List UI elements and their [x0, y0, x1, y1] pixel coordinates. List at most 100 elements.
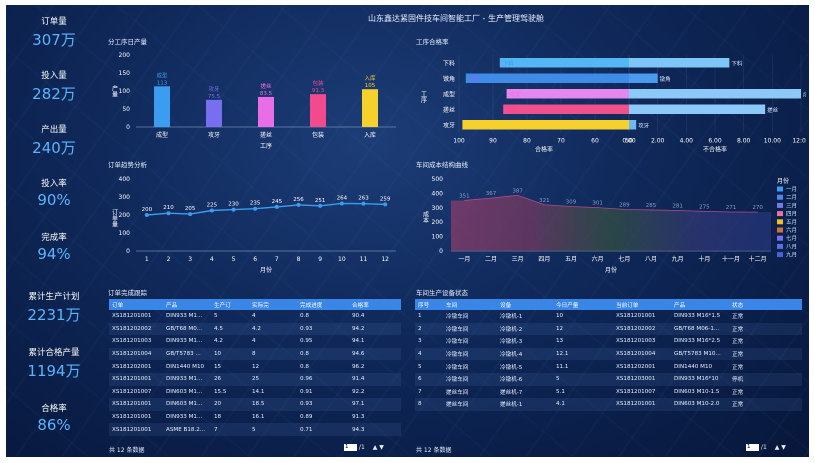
x-tick-label: 十二月 [749, 255, 767, 263]
column-header[interactable]: 产品 [671, 299, 729, 310]
table-row[interactable]: 4 冷镦车间 冷镦机-4 12.1 XS181201004 GB/T5783 M10...… [415, 347, 802, 361]
cost-curve-chart-title: 车间成本结构曲线 [416, 161, 468, 169]
column-header[interactable]: 生产订 [211, 299, 249, 310]
column-header[interactable]: 设备 [497, 299, 553, 310]
x-tick-label: 7 [275, 256, 279, 263]
table-cell: DIN933 M16*1.5 [674, 313, 721, 320]
table-row[interactable]: 7 搓丝车间 搓丝机-7 5.1 XS181201007 DIN603 M10-1.5 正常 [415, 386, 802, 399]
column-header[interactable]: 当前订单 [613, 299, 671, 310]
table-cell: 5.1 [556, 388, 565, 395]
column-header[interactable]: 完成进度 [297, 299, 349, 310]
legend-swatch [777, 202, 783, 208]
table-row[interactable]: XS181201003 DIN933 M1... 4.2 4 0.95 94.1 [109, 335, 401, 348]
cost-area-chart: 500 400 300 200 100 0 成本 351 一月 367 二月 387 三月 321 四月 30… [422, 176, 798, 274]
legend-swatch [777, 211, 783, 217]
x-tick-label: 成型 [156, 131, 168, 139]
x-tick-label: 六月 [592, 255, 604, 263]
cost-value-label: 321 [539, 198, 550, 204]
column-header[interactable]: 车间 [443, 299, 497, 310]
page-input[interactable]: 1 [746, 444, 759, 451]
table-row[interactable]: XS181201004 GB/T5783 ... 10 8 0.8 94.6 [109, 347, 401, 361]
table-cell: 停机 [729, 372, 802, 386]
table-cell: DIN603 M1... [163, 398, 211, 411]
kpi-value: 282万 [32, 85, 76, 103]
table-row[interactable]: 3 冷镦车间 冷镦机-3 13 XS181201003 DIN933 M16*2.5 正常 [415, 335, 802, 348]
table-cell: 冷镦机-3 [500, 339, 523, 346]
legend-item: 一月 [786, 186, 797, 193]
order-table-header: 订单 产品 生产订 实际完 完成进度 合格率 [109, 299, 401, 310]
table-cell: 1 [418, 313, 422, 320]
trend-point [253, 206, 258, 211]
x-tick-label: 6 [253, 256, 257, 263]
x-tick-label: 3 [188, 256, 192, 263]
table-cell: 正常 [732, 389, 744, 396]
y-tick-label: 300 [432, 205, 444, 212]
y-tick-label: 400 [119, 176, 131, 183]
table-cell: XS181201001 [616, 313, 656, 320]
page-arrows[interactable]: ▲ ▼ [774, 444, 786, 451]
page-input[interactable]: 1 [344, 444, 357, 451]
table-row[interactable]: XS181201001 DIN933 M1... 18 16.1 0.89 91.3 [109, 411, 401, 424]
column-header[interactable]: 序号 [415, 299, 443, 310]
table-cell: 冷镦车间 [446, 314, 469, 321]
x-tick-label: 11 [360, 256, 368, 263]
column-header[interactable]: 合格率 [349, 299, 401, 310]
column-header[interactable]: 实际完 [249, 299, 297, 310]
x-tick-label: 4 [210, 256, 214, 263]
table-cell: XS181202002 [613, 322, 671, 336]
table-cell: 0.93 [297, 322, 349, 336]
bar-value-label: 75.5 [208, 94, 221, 100]
kpi-value: 94% [37, 245, 71, 263]
table-row[interactable]: 1 冷镦车间 冷镦机-1 10 XS181201001 DIN933 M16*1.5 正常 [415, 310, 802, 323]
table-cell: XS181202002 [109, 322, 163, 336]
y-axis-label: 产量 [111, 84, 118, 98]
table-cell: 20 [211, 398, 249, 411]
table-row[interactable]: XS181202001 DIN1440 M10 15 12 0.8 96.2 [109, 360, 401, 373]
table-row[interactable]: 8 搓丝车间 搓丝机-1 4.1 XS181201001 DIN603 M10-2.0 正常 [415, 398, 802, 411]
y-tick-label: 100 [432, 234, 444, 241]
table-row[interactable]: 6 冷镦车间 冷镦机-6 5 XS181203001 DIN933 M16*10 停机 [415, 372, 802, 386]
table-cell: XS181201001 [109, 398, 163, 411]
x-tick-label: 80 [523, 138, 531, 145]
bar-series-label: 包装 [312, 79, 324, 87]
y-tick-label: 200 [119, 212, 131, 219]
table-row[interactable]: XS181201001 DIN933 M1... 5 4 0.8 90.4 [109, 310, 401, 323]
table-cell: 6 [415, 372, 443, 386]
table-cell: XS181201004 [109, 347, 163, 361]
table-row[interactable]: 2 冷镦车间 冷镦机-2 12 XS181202002 GB/T68 M06-1... 正常 [415, 322, 802, 336]
fail-bar-label: 搓丝 [767, 106, 779, 114]
bar-series-label: 成型 [156, 71, 168, 79]
table-cell: DIN933 M1... [163, 372, 211, 386]
column-header[interactable]: 产品 [163, 299, 211, 310]
table-cell: XS181202001 [112, 363, 152, 370]
y-tick-label: 100 [119, 230, 131, 237]
table-row[interactable]: XS181201001 DIN933 M1... 26 25 0.96 91.4 [109, 372, 401, 386]
bar-value-label: 105 [365, 83, 376, 89]
table-cell: DIN933 M16*2.5 [674, 338, 721, 345]
table-row[interactable]: XS181201001 ASME B18.2... 7 5 0.71 94.3 [109, 423, 401, 436]
pass-bar-5 [462, 120, 629, 130]
table-cell: XS181202001 [616, 363, 656, 370]
column-header[interactable]: 今日产量 [553, 299, 613, 310]
table-row[interactable]: XS181202002 GB/T68 M0... 4.5 4.2 0.93 94.2 [109, 322, 401, 336]
table-cell: 冷镦车间 [446, 339, 469, 346]
cost-value-label: 289 [619, 202, 630, 208]
page-arrows[interactable]: ▲ ▼ [372, 444, 384, 451]
table-cell: 14.1 [252, 388, 265, 395]
table-row[interactable]: XS181201001 DIN603 M1... 20 18.5 0.93 97.1 [109, 398, 401, 411]
table-cell: 16.1 [252, 414, 265, 421]
table-row[interactable]: XS181201007 DIN603 M1... 15.5 14.1 0.91 92.2 [109, 386, 401, 399]
cost-value-label: 301 [592, 201, 603, 207]
bar-1 [154, 86, 170, 127]
column-header[interactable]: 订单 [109, 299, 163, 310]
kpi-value: 86% [37, 416, 71, 434]
column-header[interactable]: 状态 [729, 299, 802, 310]
legend-item: 七月 [786, 234, 797, 242]
order-table-title: 订单完成跟踪 [108, 289, 147, 297]
x-tick-label: 三月 [512, 256, 524, 263]
table-row[interactable]: 5 冷镦车间 冷镦机-5 11.1 XS181202001 DIN1440 M10 正常 [415, 360, 802, 373]
x-axis-label: 月份 [605, 266, 617, 274]
y-tick-label: 镦角 [443, 75, 455, 83]
y-tick-label: 200 [432, 219, 444, 226]
device-table: 序号 车间 设备 今日产量 当前订单 产品 状态 1 冷镦车间 冷镦机-1 10 XS1812010… [415, 299, 802, 411]
